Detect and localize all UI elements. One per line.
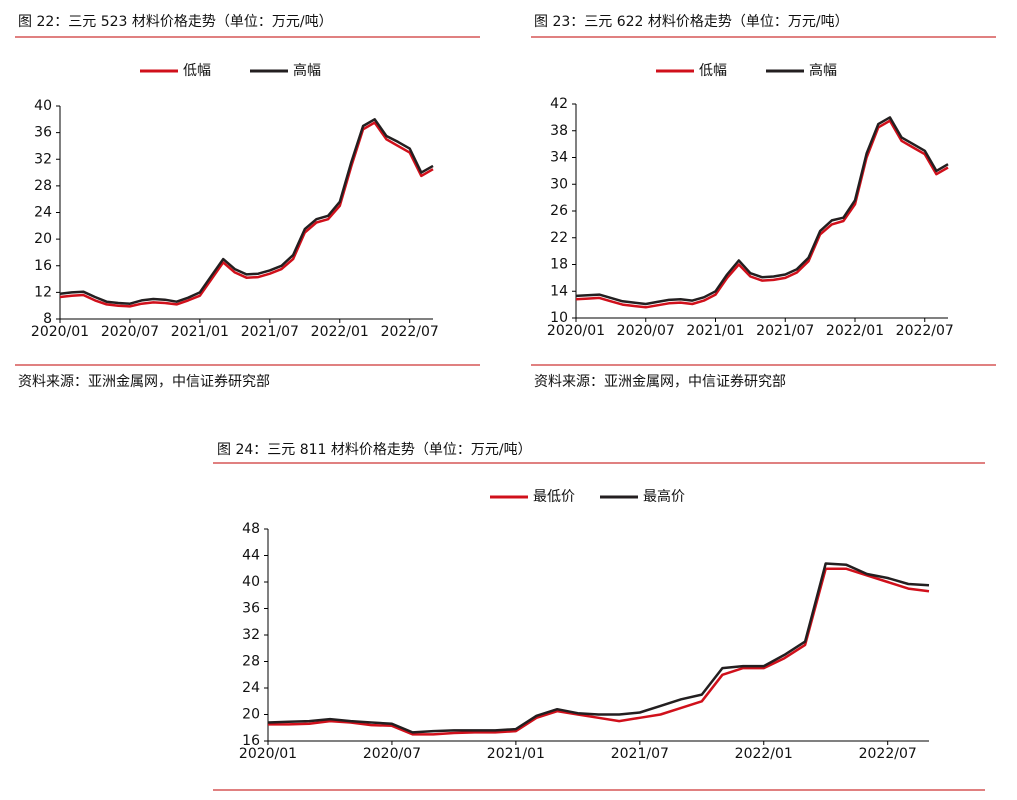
legend-label: 低幅 <box>699 63 727 79</box>
x-tick-label: 2021/01 <box>686 323 744 339</box>
y-tick-label: 42 <box>550 96 568 112</box>
x-tick-label: 2021/07 <box>241 324 299 340</box>
y-tick-label: 48 <box>242 521 260 537</box>
x-tick-label: 2020/07 <box>363 746 421 762</box>
series-line <box>575 119 949 309</box>
x-tick-label: 2021/01 <box>487 746 545 762</box>
y-tick-label: 28 <box>34 178 52 194</box>
legend-label: 低幅 <box>183 63 211 79</box>
x-tick-label: 2020/07 <box>617 323 675 339</box>
y-tick-label: 36 <box>34 125 52 141</box>
x-tick-label: 2020/01 <box>239 746 297 762</box>
x-tick-label: 2022/01 <box>735 746 793 762</box>
source-note: 资料来源：亚洲金属网，中信证券研究部 <box>18 374 270 390</box>
series-line <box>59 118 434 305</box>
y-tick-label: 8 <box>43 311 52 327</box>
x-tick-label: 2021/01 <box>171 324 229 340</box>
x-tick-label: 2020/07 <box>101 324 159 340</box>
series-line <box>267 562 930 734</box>
legend-label: 最高价 <box>643 488 685 505</box>
y-tick-label: 32 <box>242 627 260 643</box>
y-tick-label: 40 <box>242 574 260 590</box>
y-tick-label: 26 <box>550 203 568 219</box>
y-tick-label: 28 <box>242 654 260 670</box>
y-tick-label: 20 <box>34 231 52 247</box>
series-line <box>575 116 949 306</box>
source-note: 资料来源：亚洲金属网，中信证券研究部 <box>534 374 786 390</box>
y-tick-label: 32 <box>34 151 52 167</box>
y-tick-label: 16 <box>34 258 52 274</box>
x-tick-label: 2022/01 <box>826 323 884 339</box>
y-tick-label: 16 <box>242 733 260 749</box>
x-tick-label: 2020/01 <box>547 323 605 339</box>
legend-label: 最低价 <box>533 489 575 505</box>
y-tick-label: 20 <box>242 707 260 723</box>
y-tick-label: 14 <box>550 283 568 299</box>
x-tick-label: 2021/07 <box>611 746 669 762</box>
y-tick-label: 24 <box>242 680 260 696</box>
figure-title: 图 24：三元 811 材料价格走势（单位：万元/吨） <box>217 442 532 458</box>
y-tick-label: 40 <box>34 98 52 114</box>
y-tick-label: 44 <box>242 548 260 564</box>
y-tick-label: 12 <box>34 284 52 300</box>
series-line <box>59 121 434 308</box>
figure-title: 图 22：三元 523 材料价格走势（单位：万元/吨） <box>18 14 333 30</box>
legend-label: 高幅 <box>809 62 837 79</box>
y-tick-label: 30 <box>550 176 568 192</box>
series-line <box>268 567 930 736</box>
y-tick-label: 24 <box>34 205 52 221</box>
x-tick-label: 2022/01 <box>311 324 369 340</box>
y-tick-label: 10 <box>550 310 568 326</box>
figure-title: 图 23：三元 622 材料价格走势（单位：万元/吨） <box>534 14 849 30</box>
y-tick-label: 22 <box>550 230 568 246</box>
x-tick-label: 2022/07 <box>859 746 917 762</box>
x-tick-label: 2022/07 <box>896 323 954 339</box>
y-tick-label: 38 <box>550 123 568 139</box>
y-tick-label: 36 <box>242 601 260 617</box>
y-tick-label: 34 <box>550 150 568 166</box>
x-tick-label: 2020/01 <box>31 324 89 340</box>
x-tick-label: 2022/07 <box>381 324 439 340</box>
x-tick-label: 2021/07 <box>756 323 814 339</box>
legend-label: 高幅 <box>293 62 321 79</box>
y-tick-label: 18 <box>550 257 568 273</box>
